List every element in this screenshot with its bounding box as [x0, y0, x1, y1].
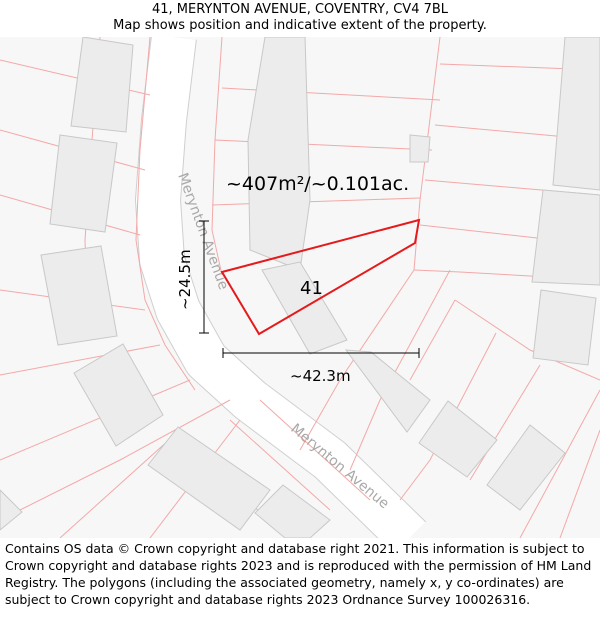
copyright-notice: Contains OS data © Crown copyright and d… — [5, 541, 592, 607]
area-label: ~407m²/~0.101ac. — [226, 173, 409, 195]
property-map[interactable]: Merynton Avenue Merynton Avenue ~407m²/~… — [0, 37, 600, 538]
width-label: ~42.3m — [290, 367, 351, 385]
property-address: 41, MERYNTON AVENUE, COVENTRY, CV4 7BL — [151, 2, 449, 17]
width-dimension — [222, 348, 420, 358]
property-boundary[interactable] — [220, 218, 421, 336]
plot-number: 41 — [300, 278, 323, 299]
height-label: ~24.5m — [176, 249, 194, 310]
map-header: 41, MERYNTON AVENUE, COVENTRY, CV4 7BL M… — [0, 0, 600, 37]
buildings — [0, 37, 600, 538]
height-dimension — [199, 220, 209, 334]
map-subtitle: Map shows position and indicative extent… — [113, 18, 487, 33]
